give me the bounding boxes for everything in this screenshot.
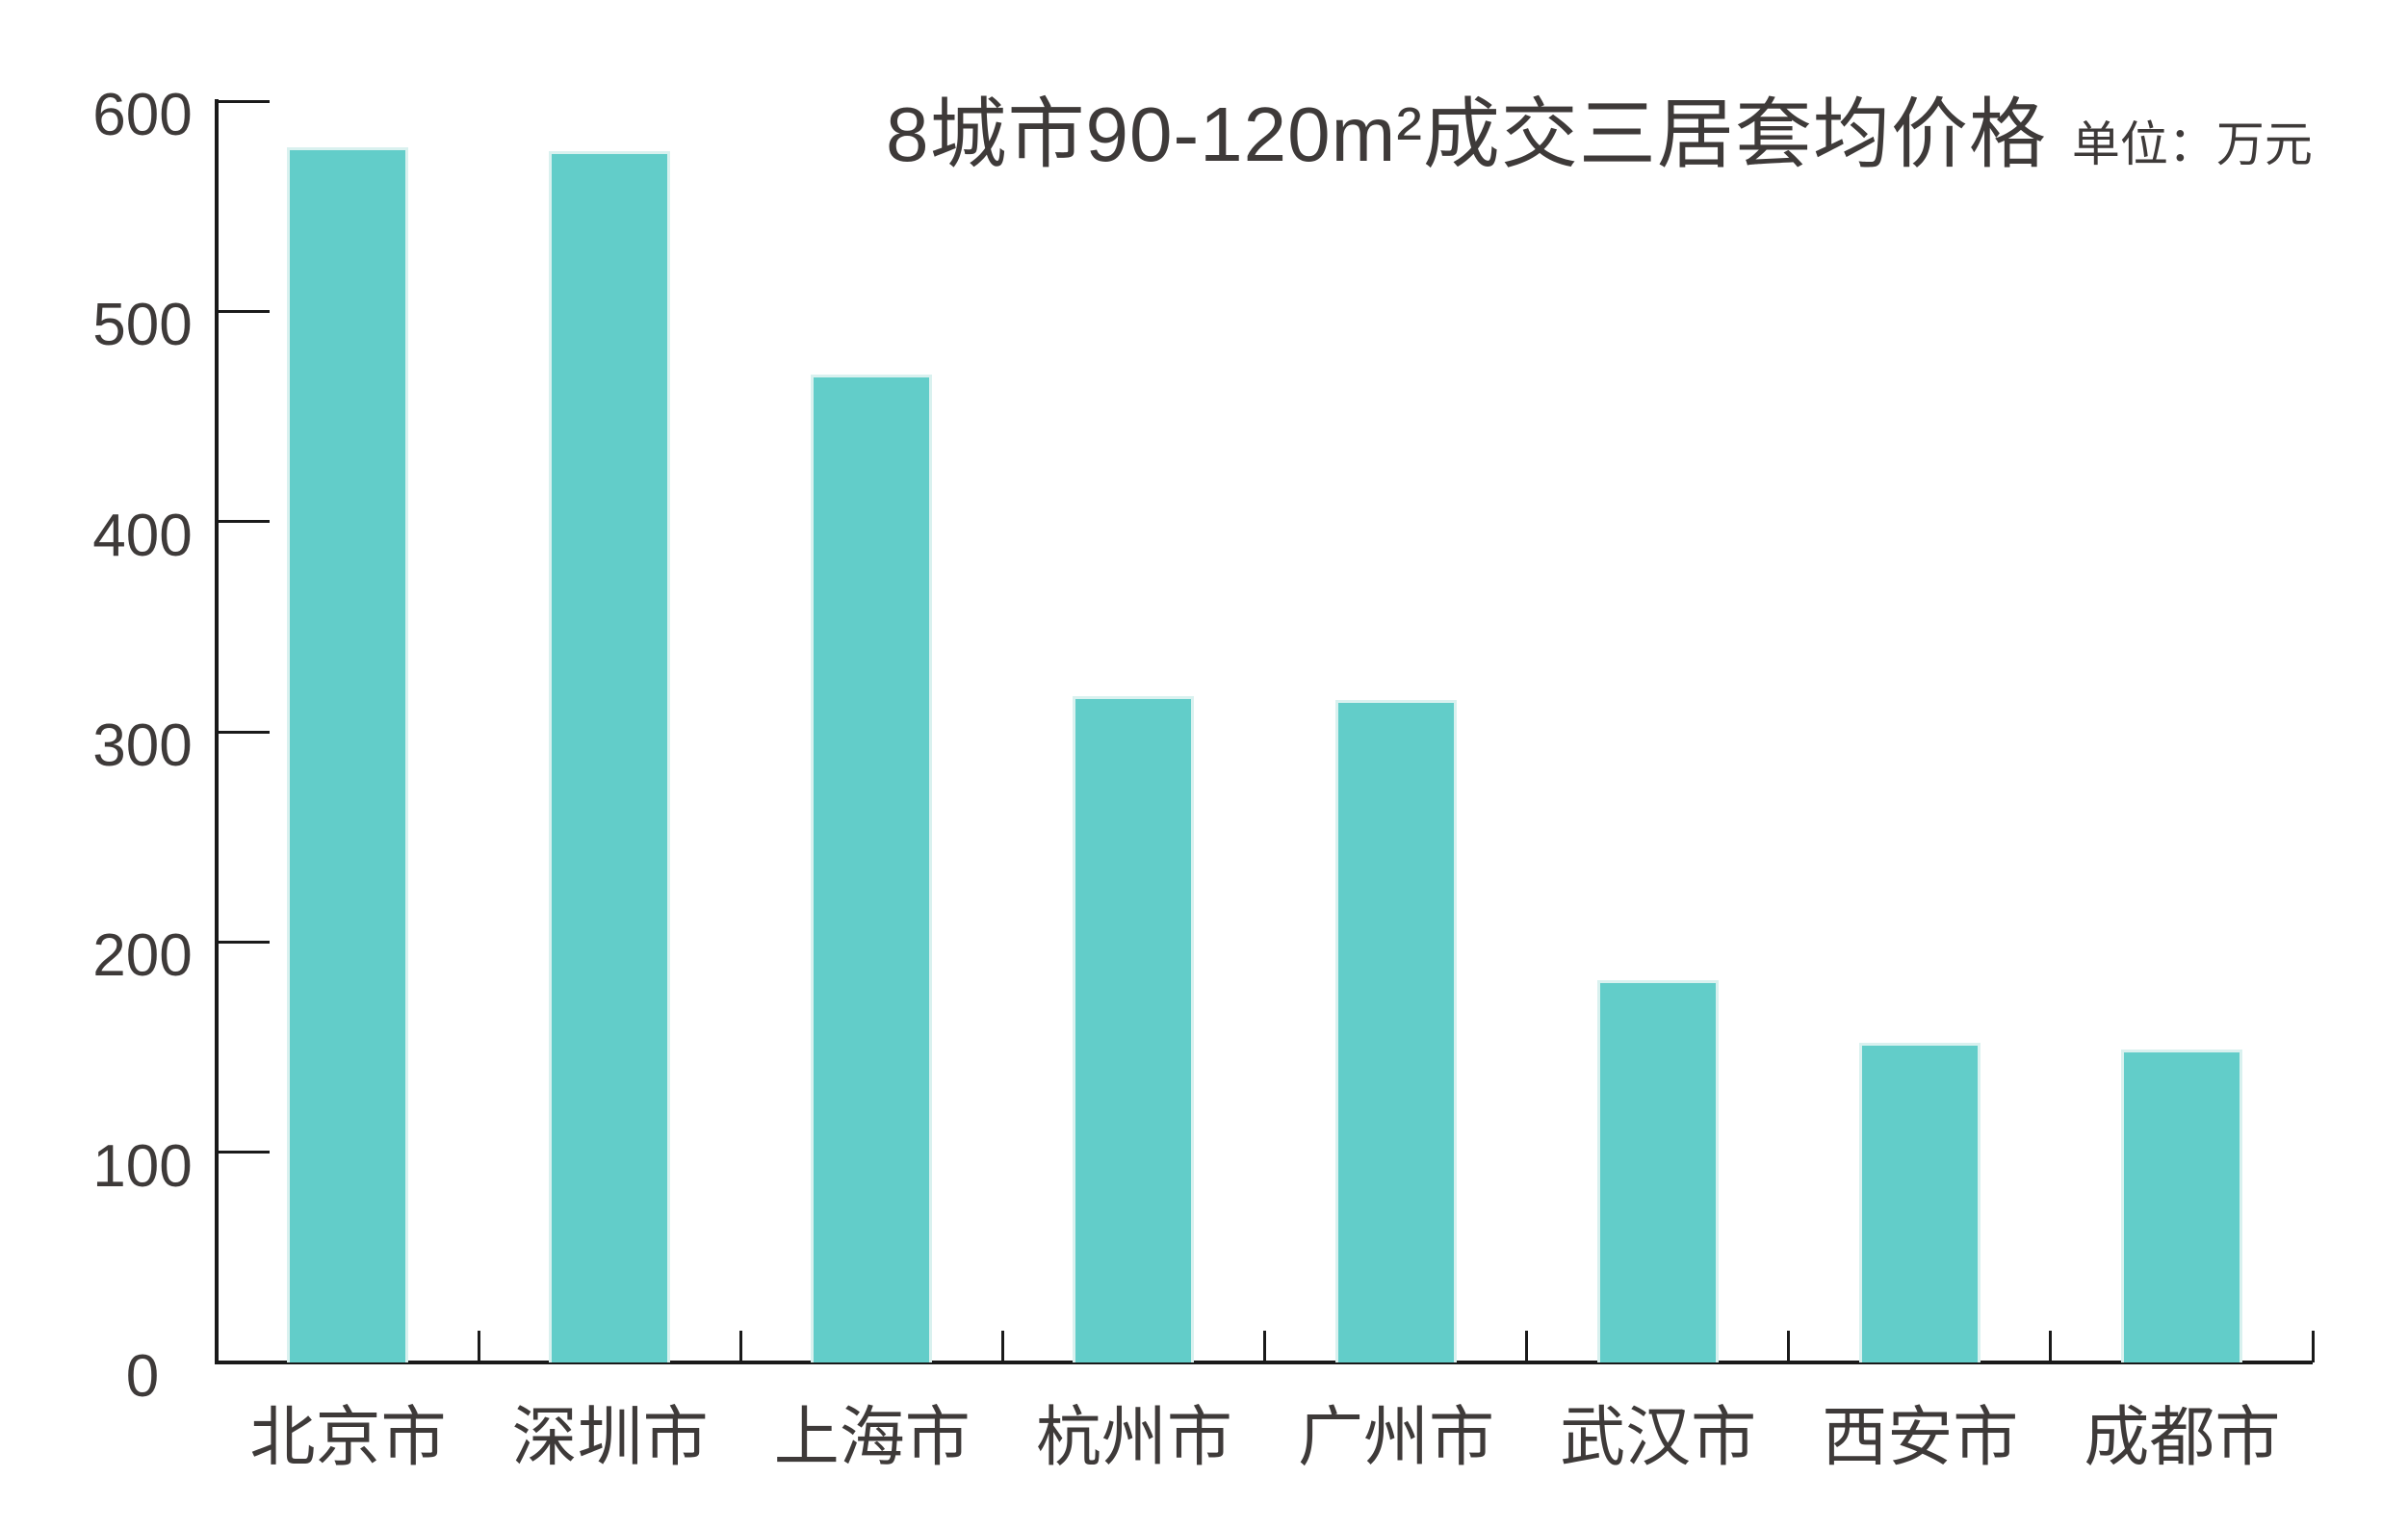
x-tick-6 — [1787, 1331, 1791, 1362]
y-tick-label-600: 600 — [92, 82, 193, 148]
bar-杭州市 — [1073, 695, 1195, 1362]
x-tick-8 — [2311, 1331, 2315, 1362]
bar-成都市 — [2120, 1049, 2242, 1362]
bar-上海市 — [811, 374, 933, 1362]
y-tick-300 — [217, 730, 270, 734]
x-category-label-北京市: 北京市 — [249, 1401, 447, 1474]
x-tick-5 — [1525, 1331, 1529, 1362]
x-category-label-西安市: 西安市 — [1822, 1401, 2019, 1474]
y-tick-label-0: 0 — [125, 1343, 160, 1410]
y-tick-100 — [217, 1151, 270, 1154]
bar-西安市 — [1858, 1043, 1981, 1362]
bar-广州市 — [1334, 700, 1457, 1362]
chart-title: 8城市90-120m²成交三居套均价格 — [886, 91, 2047, 177]
y-tick-label-400: 400 — [92, 502, 193, 569]
x-tick-4 — [1263, 1331, 1266, 1362]
x-category-label-武汉市: 武汉市 — [1560, 1401, 1757, 1474]
x-category-label-深圳市: 深圳市 — [511, 1401, 709, 1474]
chart-unit-label: 单位：万元 — [2071, 117, 2313, 171]
x-category-label-上海市: 上海市 — [773, 1401, 971, 1474]
x-category-label-杭州市: 杭州市 — [1035, 1401, 1232, 1474]
y-tick-400 — [217, 520, 270, 524]
x-axis-line — [215, 1361, 2313, 1364]
x-tick-7 — [2049, 1331, 2053, 1362]
y-tick-200 — [217, 940, 270, 944]
y-tick-label-200: 200 — [92, 922, 193, 990]
bar-武汉市 — [1596, 979, 1719, 1362]
x-category-label-成都市: 成都市 — [2084, 1401, 2281, 1474]
chart-header: 8城市90-120m²成交三居套均价格 单位：万元 — [886, 92, 2313, 177]
y-tick-600 — [217, 99, 270, 103]
y-tick-label-500: 500 — [92, 292, 193, 359]
y-tick-label-100: 100 — [92, 1132, 193, 1200]
x-tick-1 — [477, 1331, 480, 1362]
bar-深圳市 — [549, 151, 671, 1362]
x-tick-2 — [738, 1331, 742, 1362]
y-tick-label-300: 300 — [92, 713, 193, 779]
x-category-label-广州市: 广州市 — [1297, 1401, 1494, 1474]
x-tick-3 — [1000, 1331, 1004, 1362]
bar-北京市 — [287, 147, 409, 1362]
y-tick-500 — [217, 309, 270, 313]
